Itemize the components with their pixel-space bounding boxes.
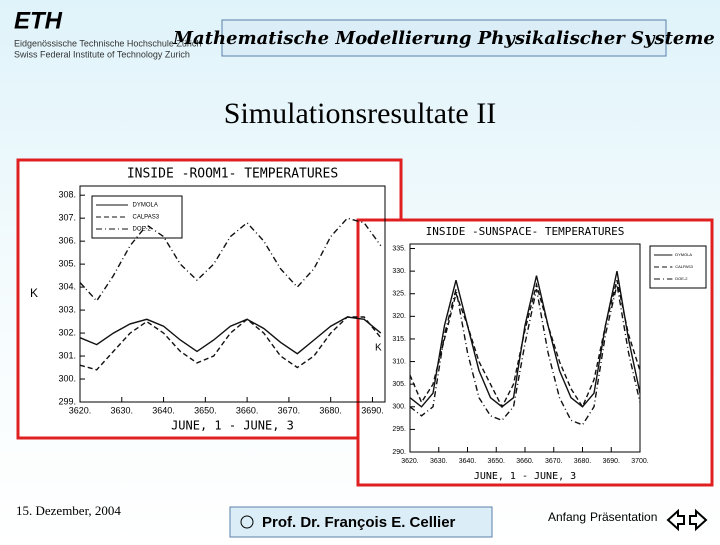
chart-title: INSIDE -ROOM1- TEMPERATURES <box>127 167 338 182</box>
legend-label: CALPAS3 <box>675 264 693 269</box>
logo: ETH <box>14 7 63 34</box>
x-tick-label: 3640. <box>459 458 477 465</box>
slide-title: Simulationsresultate II <box>224 97 496 130</box>
legend-label: DOE-2 <box>133 227 152 233</box>
course-box <box>221 19 667 57</box>
y-tick-label: 307. <box>58 213 76 223</box>
x-axis-label: JUNE, 1 - JUNE, 3 <box>474 471 576 482</box>
x-tick-label: 3630. <box>430 458 448 465</box>
x-tick-label: 3670. <box>545 458 563 465</box>
legend-label: DOE-2 <box>675 276 688 281</box>
legend <box>91 195 183 239</box>
y-tick-label: 330. <box>392 268 406 275</box>
y-tick-label: 310. <box>392 358 406 365</box>
x-tick-label: 3660. <box>236 405 259 415</box>
x-tick-label: 3660. <box>516 458 534 465</box>
x-tick-label: 3630. <box>111 405 134 415</box>
legend-label: DYMOLA <box>675 252 692 257</box>
date: 15. Dezember, 2004 <box>16 503 121 518</box>
y-tick-label: 290. <box>392 449 406 456</box>
institution: Swiss Federal Institute of Technology Zu… <box>14 49 190 59</box>
y-tick-label: 301. <box>58 350 76 360</box>
data-line <box>79 316 382 355</box>
x-tick-label: 3620. <box>69 405 92 415</box>
y-tick-label: 305. <box>392 381 406 388</box>
data-line <box>79 316 382 371</box>
nav-link[interactable]: Präsentation <box>590 510 657 524</box>
presenter: Prof. Dr. François E. Cellier <box>262 514 456 531</box>
y-tick-label: 295. <box>392 426 406 433</box>
x-tick-label: 3640. <box>152 405 175 415</box>
x-tick-label: 3690. <box>602 458 620 465</box>
data-line <box>79 217 382 303</box>
x-tick-label: 3680. <box>319 405 342 415</box>
y-tick-label: 306. <box>58 236 76 246</box>
x-tick-label: 3650. <box>194 405 217 415</box>
x-axis-label: JUNE, 1 - JUNE, 3 <box>171 419 294 433</box>
chart-title: INSIDE -SUNSPACE- TEMPERATURES <box>426 225 625 238</box>
course-title: Mathematische Modellierung Physikalische… <box>172 28 715 49</box>
presenter-box <box>229 506 493 538</box>
x-tick-label: 3700. <box>631 458 649 465</box>
y-tick-label: 303. <box>58 304 76 314</box>
x-tick-label: 3670. <box>278 405 301 415</box>
y-tick-label: 305. <box>58 259 76 269</box>
legend-label: CALPAS3 <box>133 215 160 221</box>
y-tick-label: 325. <box>392 291 406 298</box>
copyright-icon <box>240 515 254 529</box>
y-axis-label: K <box>30 286 38 300</box>
x-tick-label: 3690. <box>361 405 384 415</box>
data-line <box>409 280 641 409</box>
x-tick-label: 3680. <box>574 458 592 465</box>
y-axis-label: K <box>375 343 382 354</box>
y-tick-label: 304. <box>58 281 76 291</box>
legend-label: DYMOLA <box>133 203 158 209</box>
x-tick-label: 3620. <box>401 458 419 465</box>
data-line <box>409 284 641 426</box>
x-tick-label: 3650. <box>487 458 505 465</box>
institution: Eidgenössische Technische Hochschule Zür… <box>14 38 201 48</box>
data-line <box>409 270 641 408</box>
y-tick-label: 302. <box>58 327 76 337</box>
nav-link[interactable]: Anfang <box>548 510 586 524</box>
plot-area <box>79 185 386 403</box>
y-tick-label: 300. <box>58 373 76 383</box>
y-tick-label: 299. <box>58 396 76 406</box>
y-tick-label: 320. <box>392 313 406 320</box>
nav-back[interactable] <box>666 508 685 532</box>
legend <box>649 245 707 289</box>
y-tick-label: 335. <box>392 245 406 252</box>
y-tick-label: 300. <box>392 404 406 411</box>
y-tick-label: 308. <box>58 190 76 200</box>
nav-forward[interactable] <box>689 508 708 532</box>
y-tick-label: 315. <box>392 336 406 343</box>
